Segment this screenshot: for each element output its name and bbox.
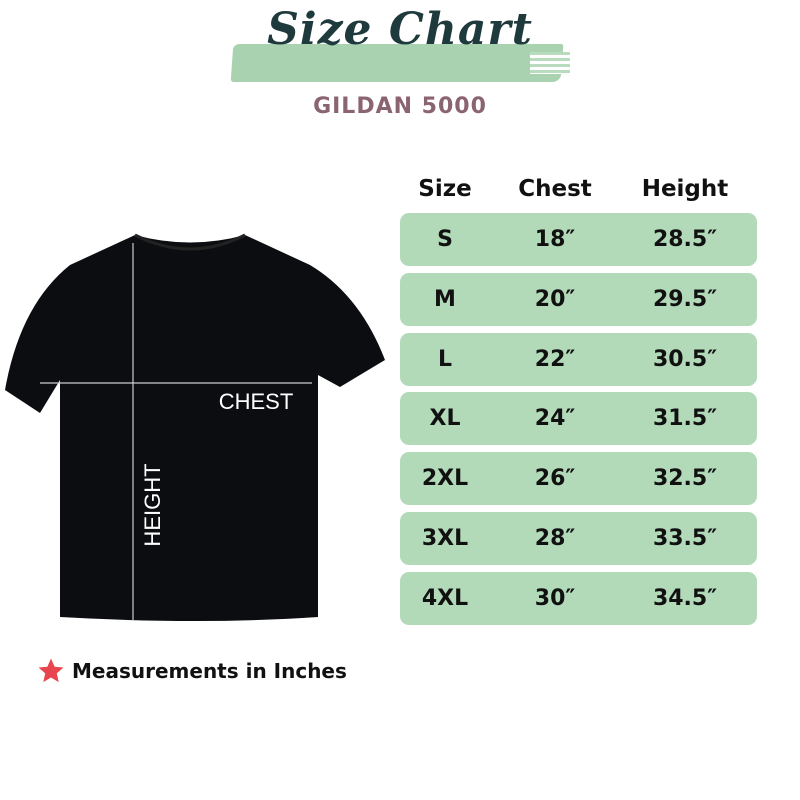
tshirt-body <box>5 235 385 621</box>
height-label: HEIGHT <box>140 463 165 546</box>
product-subtitle: GILDAN 5000 <box>313 94 487 119</box>
column-header-size: Size <box>418 176 472 202</box>
column-header-height: Height <box>641 176 729 202</box>
cell-height: 34.5″ <box>652 585 718 611</box>
cell-chest: 22″ <box>534 346 576 372</box>
table-row: M 20″ 29.5″ <box>400 272 757 326</box>
table-row: 4XL 30″ 34.5″ <box>400 571 757 625</box>
table-row: S 18″ 28.5″ <box>400 213 757 266</box>
cell-size: 2XL <box>421 466 469 492</box>
table-row: XL 24″ 31.5″ <box>400 392 757 446</box>
cell-chest: 30″ <box>534 585 576 611</box>
note-text: Measurements in Inches <box>72 659 347 683</box>
cell-height: 30.5″ <box>652 346 718 372</box>
cell-size: M <box>434 286 456 312</box>
cell-size: 4XL <box>421 585 469 611</box>
cell-chest: 20″ <box>534 286 576 312</box>
table-row: 3XL 28″ 33.5″ <box>400 512 757 565</box>
page-title: Size Chart <box>267 4 533 55</box>
cell-size: XL <box>429 406 461 432</box>
cell-chest: 26″ <box>534 466 576 492</box>
title-brush-tail <box>530 52 570 74</box>
cell-size: 3XL <box>421 526 469 551</box>
star-icon <box>38 658 64 683</box>
tshirt-collar <box>134 233 246 251</box>
cell-size: S <box>437 227 453 252</box>
table-row: L 22″ 30.5″ <box>400 332 757 386</box>
cell-chest: 28″ <box>534 526 576 551</box>
cell-height: 32.5″ <box>652 466 718 492</box>
cell-chest: 24″ <box>534 406 576 432</box>
column-header-chest: Chest <box>518 176 592 202</box>
cell-height: 29.5″ <box>652 286 718 312</box>
cell-size: L <box>437 346 453 372</box>
chest-label: CHEST <box>219 389 294 414</box>
measurement-note: Measurements in Inches <box>36 656 347 686</box>
tshirt-illustration: CHEST HEIGHT <box>5 233 385 621</box>
cell-height: 33.5″ <box>652 526 718 551</box>
table-row: 2XL 26″ 32.5″ <box>400 452 757 506</box>
cell-height: 28.5″ <box>652 227 718 252</box>
cell-height: 31.5″ <box>652 406 718 432</box>
cell-chest: 18″ <box>534 227 576 252</box>
